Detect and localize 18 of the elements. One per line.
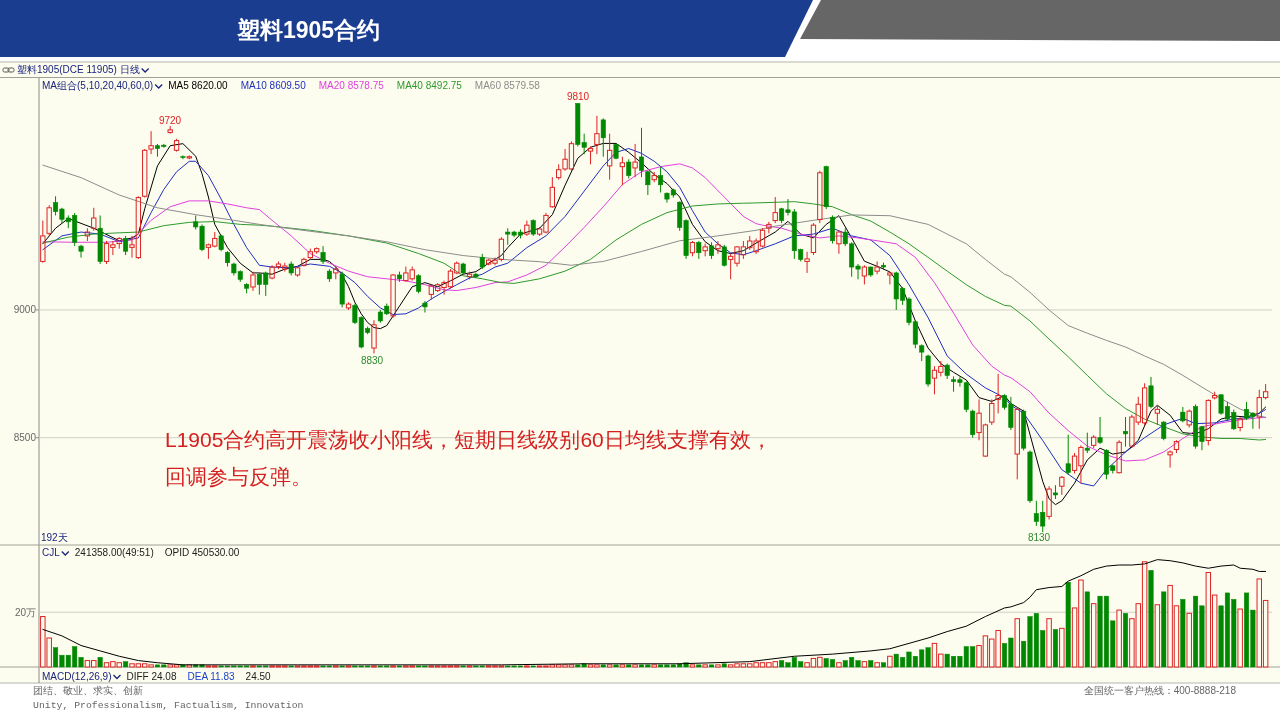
annotation: OPID 450530.00 [164,547,240,558]
annotation: 241358.00(49:51) [74,547,154,558]
annotation: DIFF 24.08 [126,670,177,682]
annotation: 8830 [360,355,384,366]
annotation: 9720 [158,115,182,126]
annotation: 24.50 [245,670,271,682]
annotation: 192天 [41,532,68,543]
title: MACD(12,26,9) [42,670,112,682]
subtitle: 塑料1905(DCE 11905) 日线 [17,64,140,75]
title: 塑料1905合约 [237,17,381,43]
annotation: 全国统一客户热线：400-8888-218 [1083,685,1236,696]
annotation: 9810 [566,91,590,102]
annotation: DEA 11.83 [187,670,235,682]
annotation: Unity, Professionalism, Factualism, Innovation [33,700,304,711]
annotation: CJL [42,547,60,558]
annotation: L1905合约高开震荡收小阳线，短期日线级别60日均线支撑有效，回调参与反弹。 [165,428,772,488]
annotation: 团结、敬业、求实、创新 [33,685,143,696]
annotation: 8130 [1027,532,1051,543]
